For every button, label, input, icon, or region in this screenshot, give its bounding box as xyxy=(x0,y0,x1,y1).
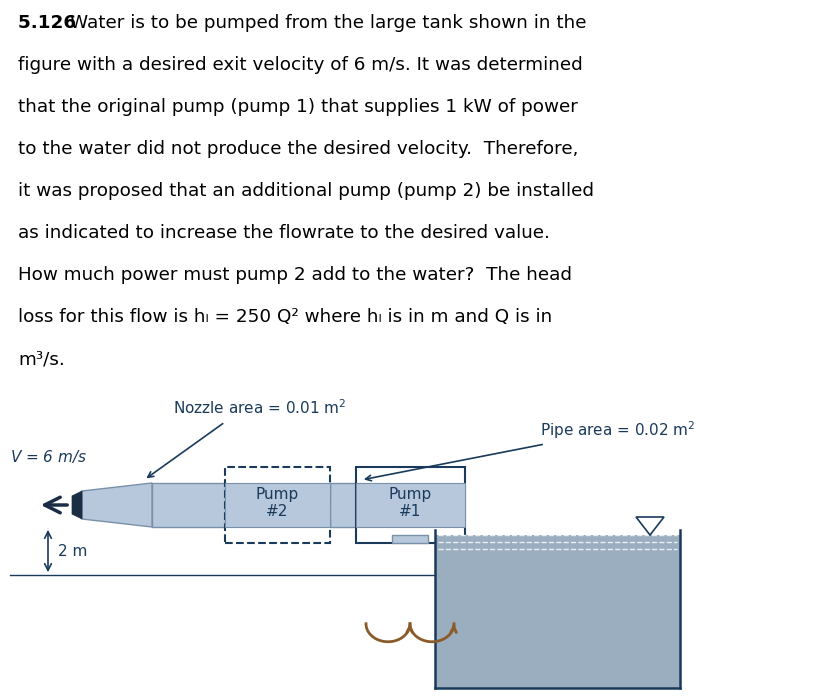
Bar xyxy=(225,483,330,527)
Text: that the original pump (pump 1) that supplies 1 kW of power: that the original pump (pump 1) that sup… xyxy=(18,98,578,116)
Polygon shape xyxy=(82,483,152,527)
Text: to the water did not produce the desired velocity.  Therefore,: to the water did not produce the desired… xyxy=(18,140,578,158)
Bar xyxy=(225,467,330,543)
Bar xyxy=(330,483,356,527)
Text: Pump
#2: Pump #2 xyxy=(256,486,299,519)
Text: How much power must pump 2 add to the water?  The head: How much power must pump 2 add to the wa… xyxy=(18,266,572,284)
Text: loss for this flow is hₗ = 250 Q² where hₗ is in m and Q is in: loss for this flow is hₗ = 250 Q² where … xyxy=(18,308,552,326)
Bar xyxy=(356,467,465,543)
Bar xyxy=(392,535,428,543)
Text: Pump
#1: Pump #1 xyxy=(389,486,432,519)
Polygon shape xyxy=(636,517,664,535)
Text: $V$ = 6 m/s: $V$ = 6 m/s xyxy=(10,448,87,465)
Text: Nozzle area = 0.01 m$^2$: Nozzle area = 0.01 m$^2$ xyxy=(173,398,347,417)
Bar xyxy=(435,535,680,688)
Text: figure with a desired exit velocity of 6 m/s. It was determined: figure with a desired exit velocity of 6… xyxy=(18,56,583,74)
Text: Pipe area = 0.02 m$^2$: Pipe area = 0.02 m$^2$ xyxy=(540,419,695,441)
Bar xyxy=(356,483,465,527)
Polygon shape xyxy=(72,491,82,519)
Bar xyxy=(152,483,225,527)
Text: 2 m: 2 m xyxy=(58,543,87,559)
Text: it was proposed that an additional pump (pump 2) be installed: it was proposed that an additional pump … xyxy=(18,182,594,200)
Text: Water is to be pumped from the large tank shown in the: Water is to be pumped from the large tan… xyxy=(70,14,587,32)
Text: 5.126: 5.126 xyxy=(18,14,82,32)
Text: as indicated to increase the flowrate to the desired value.: as indicated to increase the flowrate to… xyxy=(18,224,550,242)
Text: m³/s.: m³/s. xyxy=(18,350,65,368)
